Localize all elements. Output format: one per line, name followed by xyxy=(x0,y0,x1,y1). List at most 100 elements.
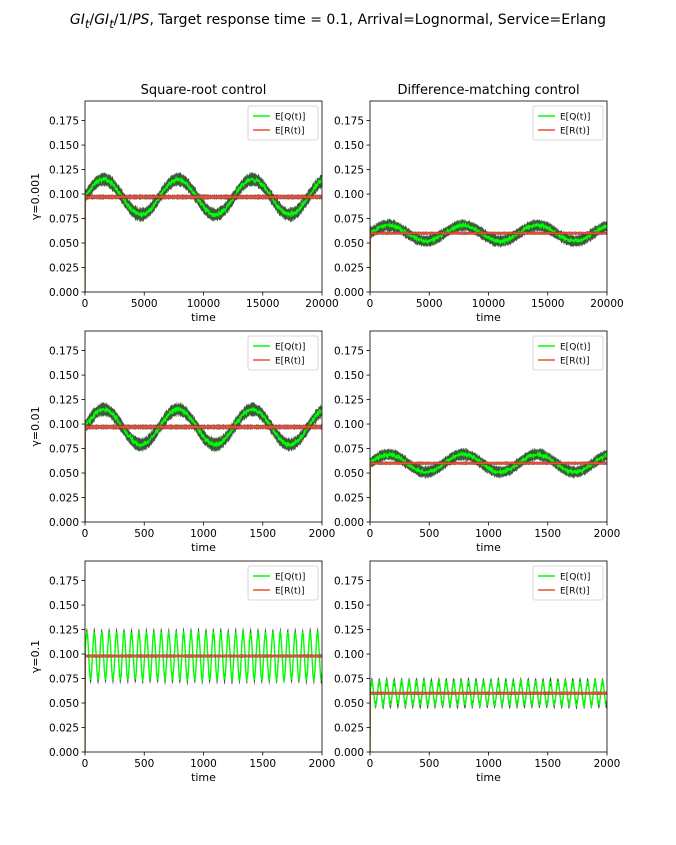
legend: E[Q(t)] E[R(t)] xyxy=(532,105,604,141)
y-tick-label: 0.025 xyxy=(334,723,364,735)
title-part-gi: GI xyxy=(69,12,85,28)
y-tick-label: 0.100 xyxy=(334,649,364,661)
y-tick-label: 0.000 xyxy=(49,517,79,529)
series-line-eq xyxy=(370,450,607,522)
title-part-one: /1/ xyxy=(113,12,133,28)
panel-title: Difference-matching control xyxy=(397,83,579,98)
legend-box xyxy=(532,105,604,141)
title-part-rest: , Target response time = 0.1, Arrival=Lo… xyxy=(149,12,607,28)
x-tick-label: 1000 xyxy=(475,758,502,770)
x-axis-label: time xyxy=(191,771,216,784)
y-tick-label: 0.000 xyxy=(334,517,364,529)
series-line-er xyxy=(85,423,322,522)
legend-label-eq: E[Q(t)] xyxy=(275,573,305,583)
plot-area xyxy=(85,171,322,292)
series-line-er xyxy=(85,193,322,292)
legend-box xyxy=(532,565,604,601)
panel-2-1: 0.000 0.025 0.050 0.075 0.100 0.125 0.150 0.175… xyxy=(334,560,621,784)
title-part-sub-t: t xyxy=(84,16,90,31)
y-tick-label: 0.000 xyxy=(49,287,79,299)
x-tick-label: 1500 xyxy=(534,758,561,770)
legend-label-eq: E[Q(t)] xyxy=(275,113,305,123)
legend-label-er: E[R(t)] xyxy=(560,587,590,597)
figure-title: GIt/GIt/1/PS, Target response time = 0.1… xyxy=(0,12,676,31)
x-axis-label: time xyxy=(476,541,501,554)
x-tick-label: 1000 xyxy=(190,528,217,540)
y-tick-label: 0.075 xyxy=(49,444,79,456)
x-tick-label: 1000 xyxy=(190,758,217,770)
series-line-er xyxy=(370,460,607,522)
legend-label-er: E[R(t)] xyxy=(560,127,590,137)
x-tick-label: 1500 xyxy=(534,528,561,540)
panel-0-0: 0.000 0.025 0.050 0.075 0.100 0.125 0.150 0.175… xyxy=(29,83,339,324)
y-tick-label: 0.125 xyxy=(49,165,79,177)
y-tick-label: 0.150 xyxy=(49,140,79,152)
y-tick-label: 0.025 xyxy=(49,263,79,275)
y-tick-label: 0.175 xyxy=(334,346,364,358)
y-tick-label: 0.050 xyxy=(49,698,79,710)
x-tick-label: 500 xyxy=(419,758,439,770)
legend: E[Q(t)] E[R(t)] xyxy=(532,565,604,601)
y-tick-label: 0.125 xyxy=(49,625,79,637)
panel-0-1: 0.000 0.025 0.050 0.075 0.100 0.125 0.150 0.175… xyxy=(334,83,624,324)
y-tick-label: 0.025 xyxy=(334,493,364,505)
series-line-eq xyxy=(85,629,322,752)
legend-box xyxy=(532,335,604,371)
x-axis-label: time xyxy=(476,311,501,324)
y-tick-label: 0.050 xyxy=(334,698,364,710)
x-tick-label: 500 xyxy=(134,758,154,770)
y-tick-label: 0.125 xyxy=(334,395,364,407)
y-tick-label: 0.150 xyxy=(49,370,79,382)
x-tick-label: 0 xyxy=(82,758,89,770)
x-tick-label: 20000 xyxy=(305,298,338,310)
title-part-slash: / xyxy=(89,12,95,28)
x-axis-label: time xyxy=(191,541,216,554)
series-line-eq xyxy=(370,677,607,752)
x-tick-label: 2000 xyxy=(594,758,621,770)
plot-area xyxy=(85,401,322,522)
y-tick-label: 0.150 xyxy=(49,600,79,612)
y-tick-label: 0.100 xyxy=(334,419,364,431)
y-tick-label: 0.175 xyxy=(49,576,79,588)
y-tick-label: 0.025 xyxy=(334,263,364,275)
legend-label-er: E[R(t)] xyxy=(560,357,590,367)
x-tick-label: 0 xyxy=(367,758,374,770)
y-tick-label: 0.075 xyxy=(334,674,364,686)
x-tick-label: 0 xyxy=(82,528,89,540)
y-tick-label: 0.050 xyxy=(49,468,79,480)
x-tick-label: 15000 xyxy=(246,298,279,310)
series-line-eq xyxy=(85,405,322,522)
legend: E[Q(t)] E[R(t)] xyxy=(247,335,319,371)
y-axis-label: γ=0.001 xyxy=(29,173,42,220)
y-tick-label: 0.050 xyxy=(49,238,79,250)
legend-label-eq: E[Q(t)] xyxy=(275,343,305,353)
y-tick-label: 0.000 xyxy=(334,747,364,759)
x-tick-label: 0 xyxy=(82,298,89,310)
y-tick-label: 0.150 xyxy=(334,370,364,382)
y-axis-label: γ=0.1 xyxy=(29,640,42,673)
y-tick-label: 0.125 xyxy=(334,165,364,177)
y-tick-label: 0.050 xyxy=(334,468,364,480)
y-tick-label: 0.150 xyxy=(334,600,364,612)
y-tick-label: 0.175 xyxy=(49,116,79,128)
series-line-er xyxy=(370,690,607,752)
y-tick-label: 0.025 xyxy=(49,723,79,735)
plot-area xyxy=(85,626,322,752)
x-tick-label: 0 xyxy=(367,528,374,540)
x-axis-label: time xyxy=(191,311,216,324)
plot-area xyxy=(370,218,607,292)
y-tick-label: 0.075 xyxy=(334,444,364,456)
y-tick-label: 0.075 xyxy=(334,214,364,226)
x-tick-label: 500 xyxy=(419,528,439,540)
x-tick-label: 1500 xyxy=(249,758,276,770)
legend-label-eq: E[Q(t)] xyxy=(560,343,590,353)
legend-label-er: E[R(t)] xyxy=(275,357,305,367)
x-tick-label: 1500 xyxy=(249,528,276,540)
legend-box xyxy=(247,335,319,371)
y-tick-label: 0.175 xyxy=(334,576,364,588)
y-tick-label: 0.075 xyxy=(49,214,79,226)
legend: E[Q(t)] E[R(t)] xyxy=(532,335,604,371)
title-part-gi-2: GI xyxy=(94,12,110,28)
x-axis-label: time xyxy=(476,771,501,784)
